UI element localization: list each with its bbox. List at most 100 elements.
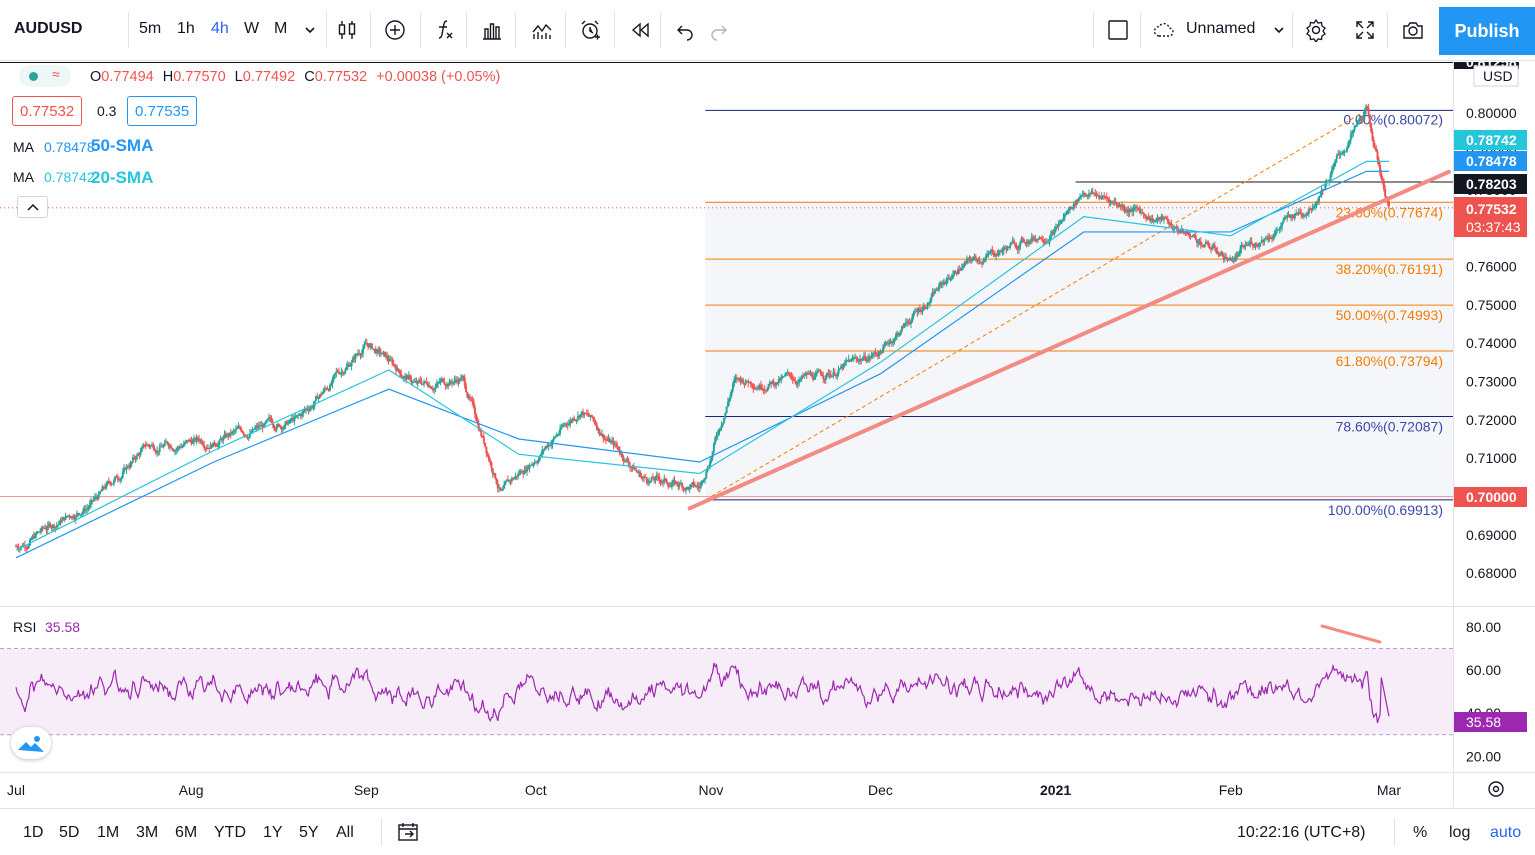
compare-icon[interactable] — [528, 16, 556, 44]
toolbar-divider — [565, 12, 566, 48]
interval-4h[interactable]: 4h — [211, 20, 229, 37]
candle-body — [342, 373, 345, 375]
candle-body — [804, 373, 807, 376]
candle-body — [405, 375, 408, 380]
interval-m[interactable]: M — [274, 20, 288, 37]
candle-body — [855, 357, 858, 359]
clock[interactable]: 10:22:16 (UTC+8) — [1237, 824, 1366, 841]
candle-body — [637, 471, 640, 473]
candle-body — [950, 278, 953, 280]
rsi-title: RSI — [13, 619, 37, 635]
candle-body — [1164, 217, 1167, 219]
candle-body — [979, 261, 982, 263]
goto-date-icon[interactable] — [394, 818, 422, 846]
candle-body — [812, 376, 815, 380]
candle-body — [1230, 257, 1233, 262]
chevron-down-icon[interactable] — [296, 16, 324, 44]
chevron-down-icon[interactable] — [1265, 16, 1293, 44]
candle-body — [379, 352, 382, 355]
symbol-search[interactable]: AUDUSD — [14, 20, 83, 37]
fib-level-label: 78.60%(0.72087) — [1336, 418, 1443, 434]
candle-body — [1166, 219, 1169, 222]
candle-body — [297, 415, 300, 417]
collapse-legend-button[interactable] — [17, 196, 48, 218]
templates-icon[interactable] — [478, 16, 506, 44]
alert-icon[interactable] — [576, 16, 604, 44]
candle-body — [1320, 189, 1323, 196]
candle-body — [252, 429, 255, 431]
candle-body — [1023, 239, 1026, 243]
tradingview-logo-icon[interactable] — [11, 727, 51, 759]
candle-body — [965, 259, 968, 264]
candle-body — [485, 446, 488, 454]
replay-icon[interactable] — [626, 16, 654, 44]
function-icon[interactable] — [431, 16, 459, 44]
chart-canvas[interactable]: 0.00%(0.80072)23.60%(0.77674)38.20%(0.76… — [0, 62, 1535, 807]
range-1y[interactable]: 1Y — [263, 824, 283, 841]
candle-body — [800, 375, 803, 380]
candle-body — [378, 349, 381, 353]
gear-icon[interactable] — [1302, 16, 1330, 44]
candle-body — [18, 548, 21, 550]
toolbar-divider — [1140, 12, 1141, 48]
candle-body — [981, 262, 984, 264]
interval-w[interactable]: W — [244, 20, 260, 37]
range-all[interactable]: All — [336, 824, 354, 841]
candle-body — [327, 389, 330, 391]
candle-body — [562, 424, 565, 426]
layout-icon[interactable] — [1104, 16, 1132, 44]
range-1m[interactable]: 1M — [97, 824, 120, 841]
candle-body — [1073, 203, 1076, 206]
candle-body — [701, 480, 704, 482]
candle-body — [843, 362, 846, 365]
candle-body — [1381, 178, 1384, 181]
candle-body — [283, 425, 286, 430]
candle-body — [290, 417, 293, 420]
auto-toggle[interactable]: auto — [1490, 824, 1522, 841]
publish-button[interactable]: Publish — [1439, 7, 1535, 55]
interval-1h[interactable]: 1h — [177, 20, 195, 37]
candle-body — [1039, 237, 1042, 239]
range-5y[interactable]: 5Y — [299, 824, 319, 841]
candle-body — [295, 415, 298, 417]
candle-body — [1072, 203, 1075, 209]
log-toggle[interactable]: log — [1449, 824, 1471, 841]
candle-body — [1291, 214, 1294, 218]
candles-icon[interactable] — [333, 16, 361, 44]
range-ytd[interactable]: YTD — [214, 824, 246, 841]
candle-body — [1129, 208, 1132, 212]
candle-body — [514, 475, 517, 479]
candle-body — [1099, 198, 1102, 200]
range-1d[interactable]: 1D — [23, 824, 44, 841]
candle-body — [603, 438, 606, 440]
range-5d[interactable]: 5D — [59, 824, 80, 841]
percent-toggle[interactable]: % — [1413, 824, 1428, 841]
add-indicator-icon[interactable] — [381, 16, 409, 44]
candle-body — [411, 381, 414, 383]
candle-body — [115, 476, 118, 478]
range-6m[interactable]: 6M — [175, 824, 198, 841]
candle-body — [1227, 258, 1230, 261]
buy-price-button[interactable]: 0.77535 — [127, 96, 198, 126]
candle-body — [570, 420, 573, 422]
redo-icon[interactable] — [705, 16, 733, 44]
undo-icon[interactable] — [671, 16, 699, 44]
candle-body — [936, 289, 939, 291]
candle-body — [1292, 217, 1295, 219]
interval-5m[interactable]: 5m — [139, 20, 162, 37]
candle-body — [1356, 121, 1359, 126]
layout-name[interactable]: Unnamed — [1186, 20, 1256, 37]
candle-body — [1209, 248, 1212, 250]
range-3m[interactable]: 3M — [136, 824, 159, 841]
fullscreen-icon[interactable] — [1351, 16, 1379, 44]
ma50-label: 50-SMA — [91, 136, 154, 155]
candle-body — [1067, 210, 1070, 212]
candle-body — [789, 373, 792, 377]
candle-body — [1338, 153, 1341, 155]
sell-price-button[interactable]: 0.77532 — [12, 96, 83, 126]
candle-body — [459, 378, 462, 382]
candle-body — [1251, 244, 1254, 247]
candle-body — [555, 435, 558, 437]
camera-icon[interactable] — [1399, 16, 1427, 44]
candle-body — [1134, 206, 1137, 208]
